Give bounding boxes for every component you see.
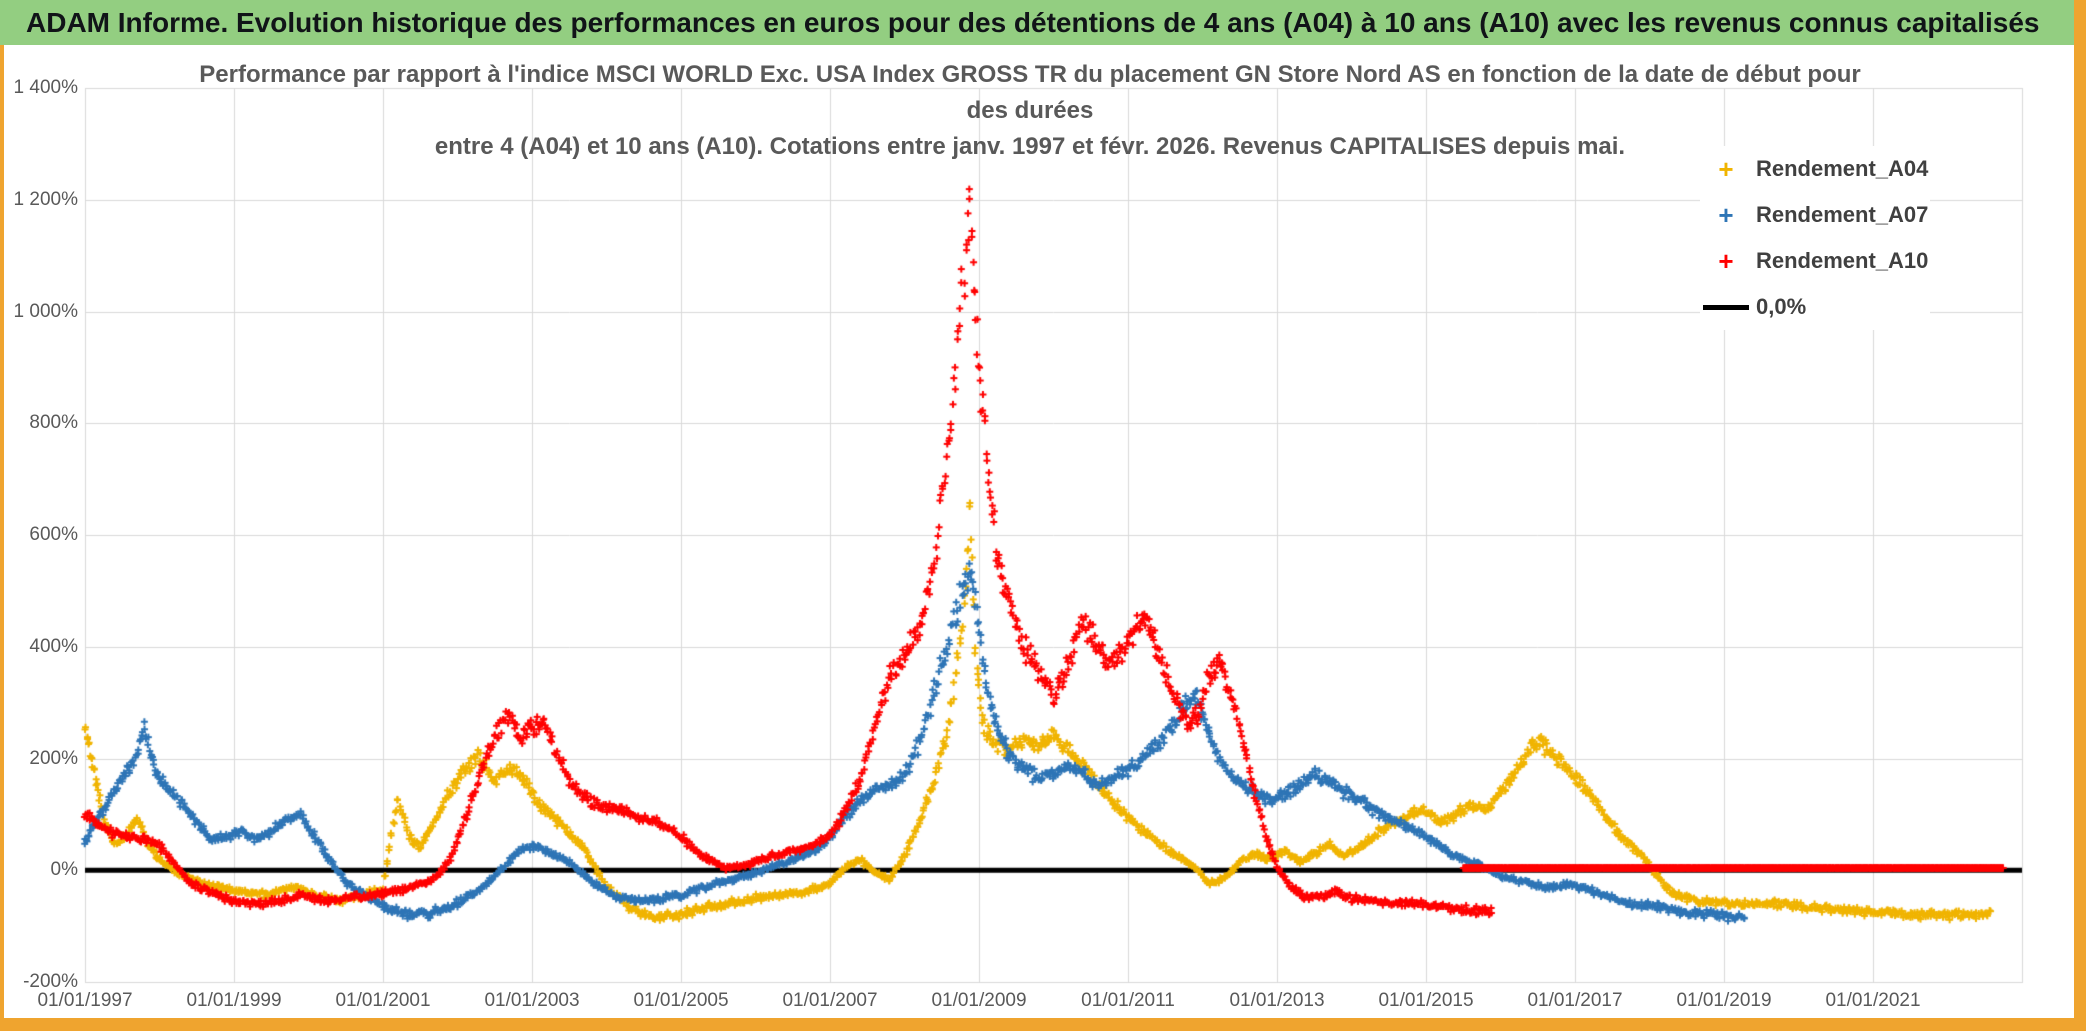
y-tick-label: 600% [29, 524, 78, 545]
legend-label: Rendement_A10 [1756, 248, 1929, 273]
chart-legend: + Rendement_A04 + Rendement_A07 + Rendement_A… [1700, 146, 1930, 330]
zero-line-icon [1703, 304, 1749, 310]
chart-title-line-1: Performance par rapport à l'indice MSCI … [199, 61, 1861, 88]
y-tick-label: 0% [50, 859, 78, 881]
banner-title: ADAM Informe. Evolution historique des p… [26, 6, 2040, 38]
x-tick-label: 01/01/2001 [335, 990, 431, 1011]
legend-item[interactable]: + Rendement_A07 [1700, 192, 1930, 238]
series-marker-icon: + [1718, 200, 1734, 230]
legend-label: Rendement_A04 [1756, 156, 1929, 181]
x-tick-label: 01/01/2015 [1378, 990, 1474, 1011]
x-tick-label: 01/01/1997 [37, 990, 133, 1011]
series-marker-icon: + [1718, 246, 1734, 276]
legend-item[interactable]: + Rendement_A04 [1700, 146, 1930, 192]
x-tick-label: 01/01/2011 [1081, 990, 1175, 1011]
x-tick-label: 01/01/2005 [633, 990, 729, 1011]
page-border-left [0, 45, 4, 1031]
legend-label: Rendement_A07 [1756, 202, 1929, 227]
x-tick-label: 01/01/2013 [1229, 990, 1325, 1011]
y-tick-label: 1 000% [13, 300, 78, 322]
legend-item[interactable]: 0,0% [1700, 284, 1930, 330]
x-tick-label: 01/01/1999 [186, 990, 282, 1011]
x-tick-label: 01/01/2019 [1676, 990, 1772, 1011]
chart-title-line-3: entre 4 (A04) et 10 ans (A10). Cotations… [434, 133, 1626, 160]
y-tick-label: -200% [23, 971, 78, 992]
y-tick-label: 200% [29, 747, 78, 769]
x-tick-label: 01/01/2007 [782, 990, 878, 1011]
chart-title-line-2: des durées [966, 97, 1094, 124]
page-border-bottom [0, 1018, 2086, 1031]
top-banner: ADAM Informe. Evolution historique des p… [0, 0, 2074, 45]
x-tick-label: 01/01/2009 [931, 990, 1027, 1011]
x-tick-label: 01/01/2017 [1527, 990, 1623, 1011]
legend-item[interactable]: + Rendement_A10 [1700, 238, 1930, 284]
y-tick-label: 1 400% [13, 77, 78, 98]
x-tick-label: 01/01/2021 [1825, 990, 1921, 1011]
page-border-right [2074, 0, 2086, 1031]
legend-label: 0,0% [1756, 294, 1807, 319]
y-tick-label: 400% [29, 635, 78, 657]
y-tick-label: 1 200% [13, 188, 78, 210]
y-tick-label: 800% [29, 412, 78, 434]
chart-title: Performance par rapport à l'indice MSCI … [150, 57, 1910, 165]
x-tick-label: 01/01/2003 [484, 990, 580, 1011]
series-marker-icon: + [1718, 154, 1734, 184]
